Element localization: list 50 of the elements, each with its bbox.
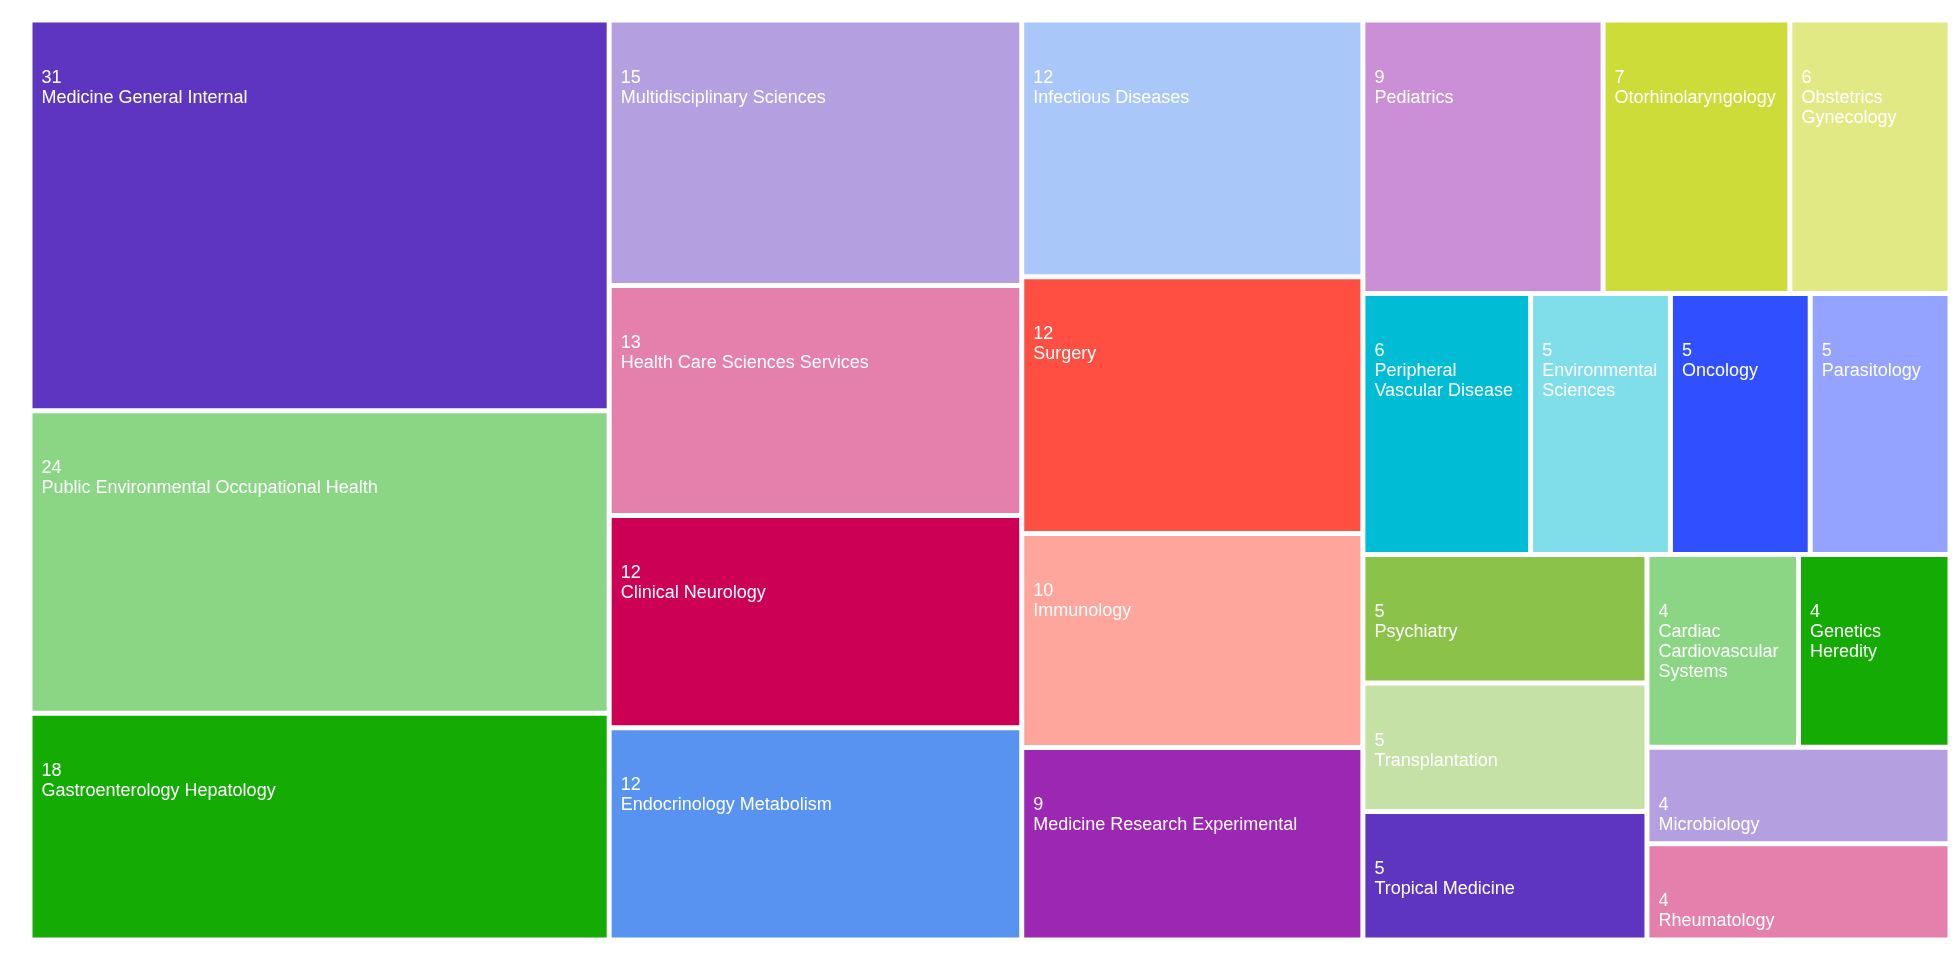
category-label: Endocrinology Metabolism: [620, 794, 832, 815]
category-label: Infectious Diseases: [1033, 86, 1190, 107]
category-label: Pediatrics: [1374, 86, 1454, 107]
data-label: 18: [41, 759, 62, 780]
category-label: Transplantation: [1374, 749, 1498, 770]
data-label: 6: [1801, 66, 1812, 87]
data-label: 12: [1033, 323, 1054, 344]
category-label: Genetics Heredity: [1809, 621, 1882, 662]
category-label: Rheumatology: [1658, 910, 1775, 931]
data-label: 4: [1809, 601, 1820, 622]
data-label: 6: [1374, 340, 1385, 361]
category-label: Microbiology: [1658, 813, 1760, 834]
data-label: 7: [1614, 66, 1625, 87]
data-label: 5: [1374, 858, 1385, 879]
data-label: 5: [1681, 340, 1692, 361]
category-label: Oncology: [1681, 360, 1758, 381]
data-label: 5: [1821, 340, 1832, 361]
data-label: 15: [620, 66, 641, 87]
data-label: 5: [1374, 601, 1385, 622]
data-label: 24: [41, 457, 62, 478]
category-label: Surgery: [1033, 343, 1097, 364]
data-label: 4: [1658, 793, 1669, 814]
data-label: 4: [1658, 890, 1669, 911]
category-label: Public Environmental Occupational Health: [41, 477, 378, 498]
data-label: 9: [1033, 793, 1044, 814]
data-label: 5: [1542, 340, 1553, 361]
category-label: Tropical Medicine: [1374, 878, 1515, 899]
data-label: 13: [620, 331, 641, 352]
data-label: 5: [1374, 729, 1385, 750]
category-label: Immunology: [1033, 599, 1132, 620]
data-label: 12: [620, 561, 641, 582]
category-label: Otorhinolaryngology: [1614, 86, 1776, 107]
data-label: 4: [1658, 601, 1669, 622]
category-label: Environmental Sciences: [1542, 360, 1658, 401]
category-label: Medicine General Internal: [41, 86, 248, 107]
data-label: 31: [41, 66, 62, 87]
data-label: 10: [1033, 579, 1054, 600]
category-label: Parasitology: [1821, 360, 1921, 381]
category-label: Gastroenterology Hepatology: [41, 779, 276, 800]
category-label: Obstetrics Gynecology: [1801, 86, 1897, 127]
category-label: Peripheral Vascular Disease: [1374, 360, 1514, 401]
data-label: 12: [620, 774, 641, 795]
category-label: Multidisciplinary Sciences: [620, 86, 826, 107]
category-label: Medicine Research Experimental: [1033, 813, 1298, 834]
category-label: Health Care Sciences Services: [620, 351, 869, 372]
category-label: Cardiac Cardiovascular Systems: [1658, 621, 1779, 682]
category-label: Psychiatry: [1374, 621, 1458, 642]
category-label: Clinical Neurology: [620, 581, 766, 602]
data-label: 9: [1374, 66, 1385, 87]
data-label: 12: [1033, 66, 1054, 87]
